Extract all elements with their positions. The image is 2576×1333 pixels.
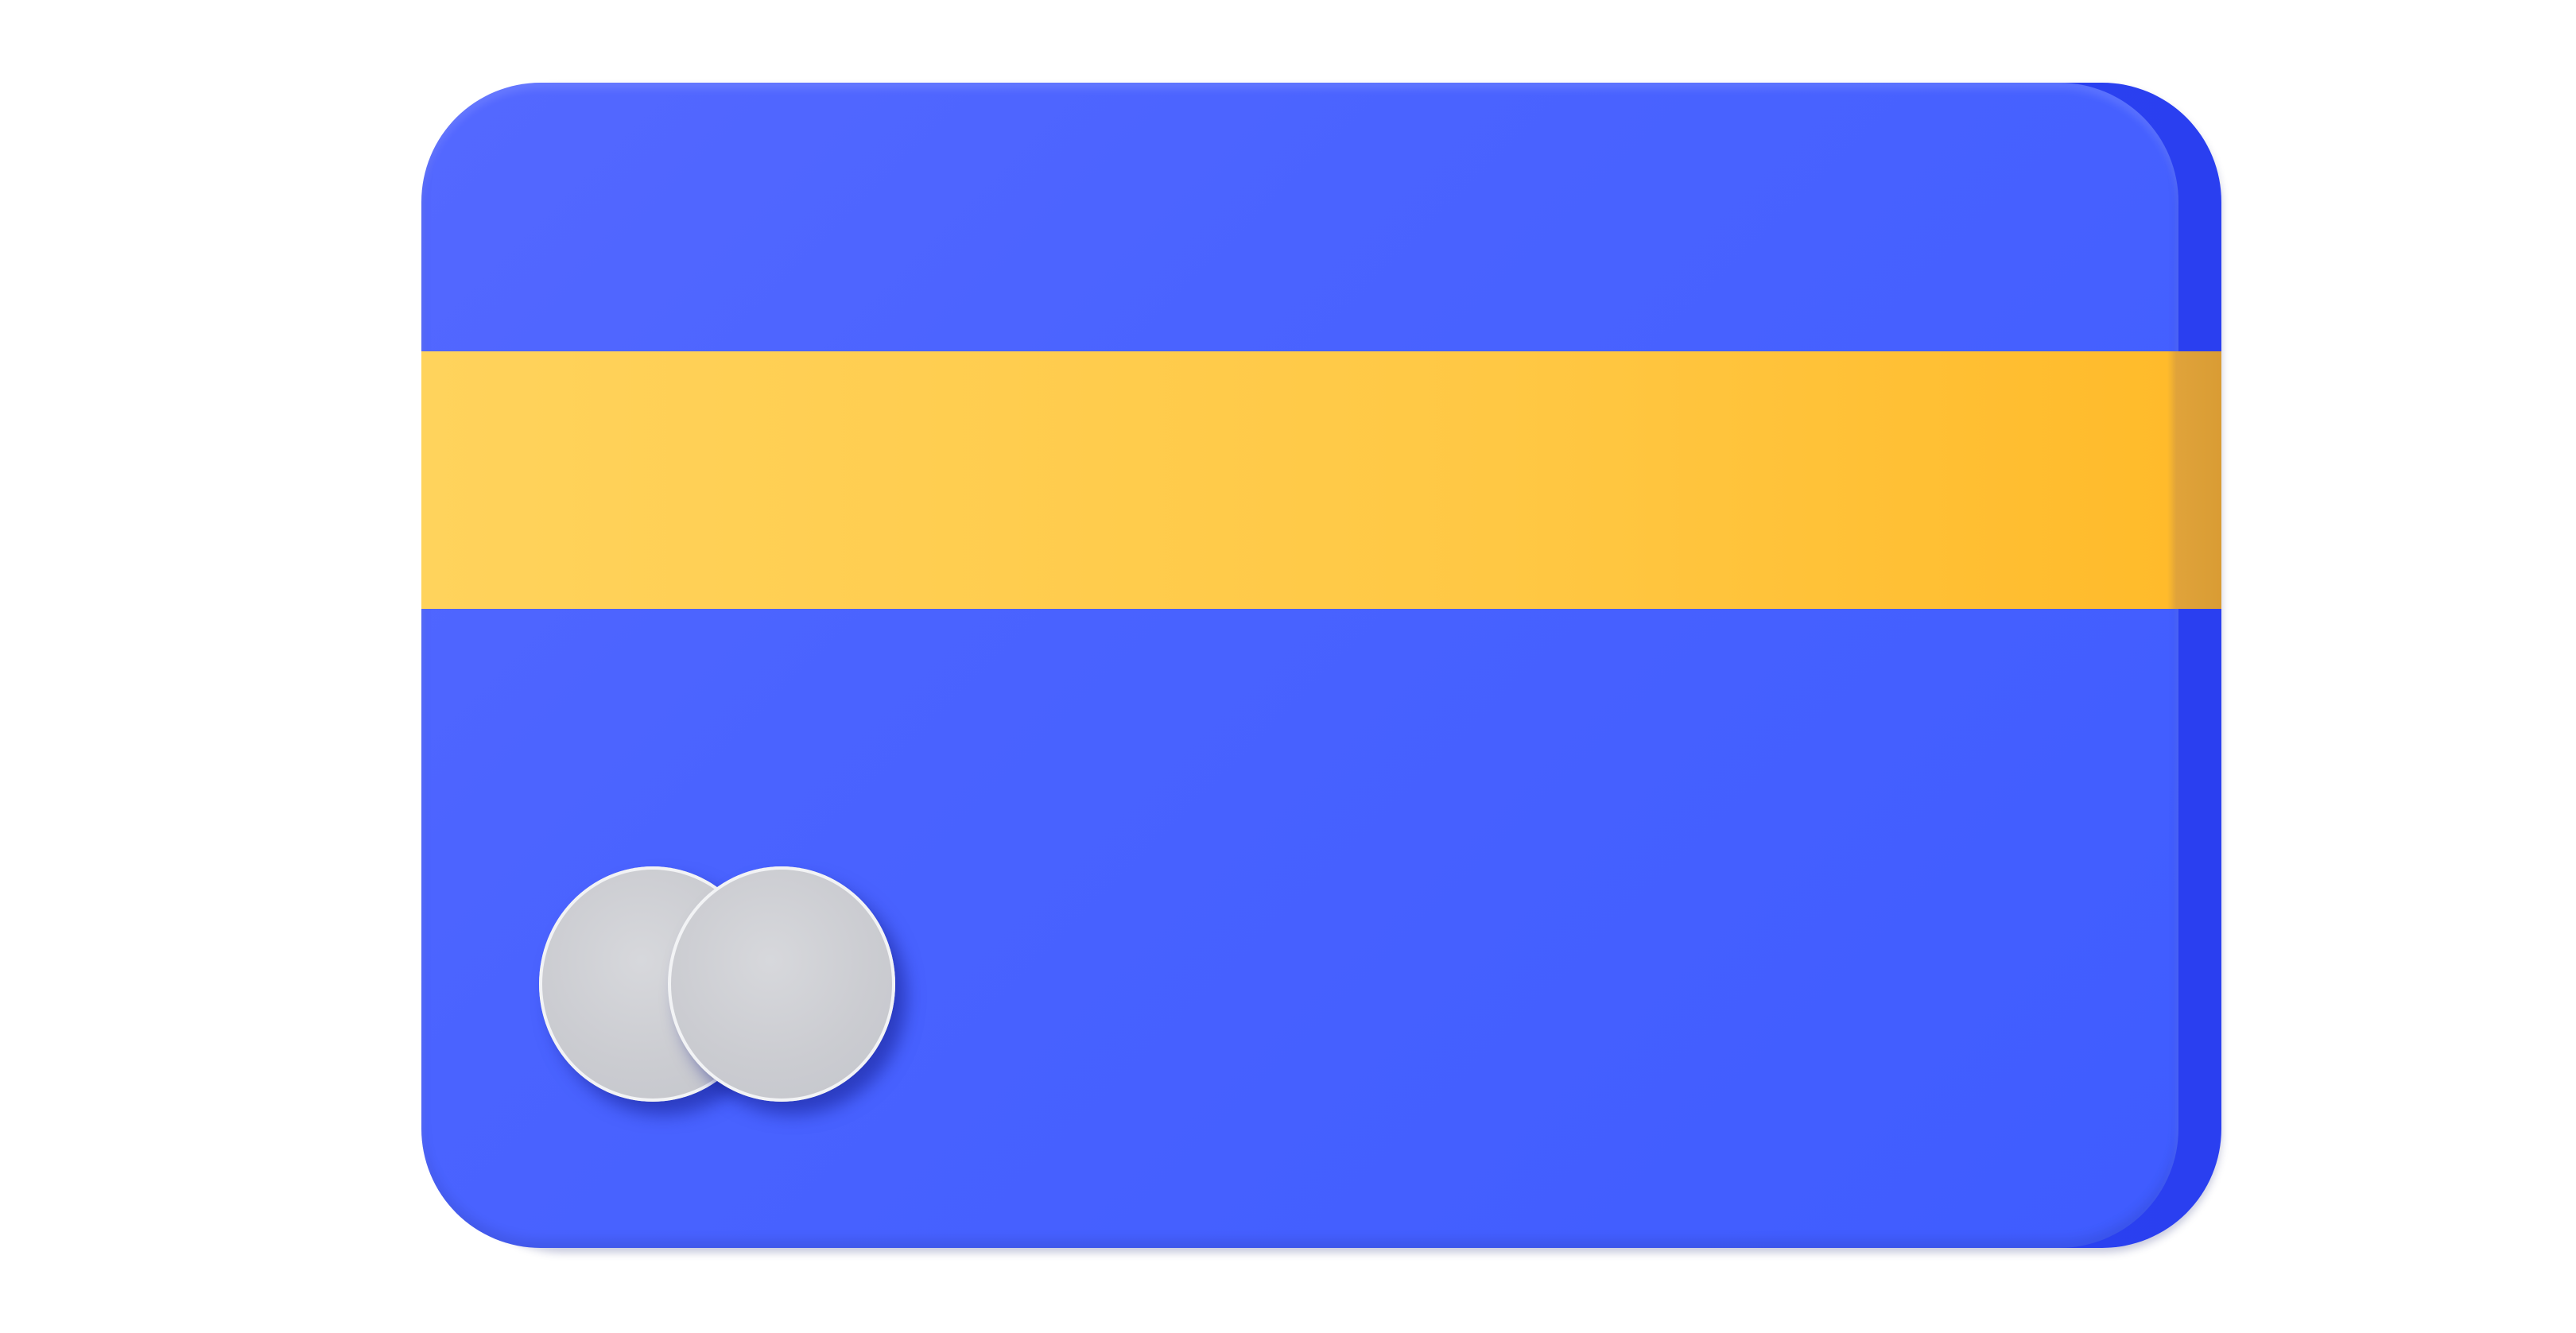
magnetic-stripe — [421, 351, 2221, 609]
card-logo-circle-right — [668, 866, 895, 1102]
